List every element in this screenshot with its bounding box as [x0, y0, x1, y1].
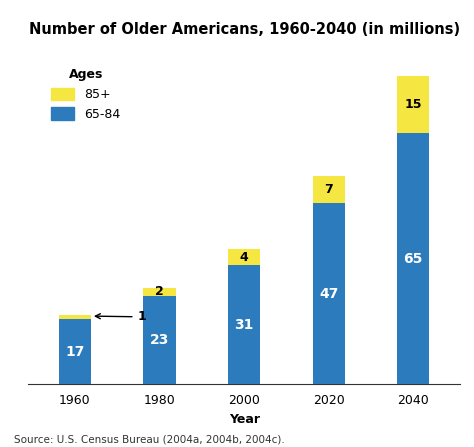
Bar	[397, 76, 429, 134]
Text: 4: 4	[240, 250, 248, 264]
Bar	[144, 288, 175, 295]
Bar	[313, 176, 345, 203]
Text: Source: U.S. Census Bureau (2004a, 2004b, 2004c).: Source: U.S. Census Bureau (2004a, 2004b…	[14, 435, 285, 445]
X-axis label: Year: Year	[228, 413, 260, 426]
Text: 47: 47	[319, 287, 338, 301]
Text: 15: 15	[404, 98, 422, 111]
Bar	[59, 315, 91, 319]
Text: 17: 17	[65, 345, 85, 358]
Text: 65: 65	[403, 252, 423, 266]
Bar	[397, 134, 429, 384]
Text: 2: 2	[155, 285, 164, 298]
Bar	[59, 319, 91, 384]
Bar	[228, 265, 260, 384]
Bar	[313, 203, 345, 384]
Text: 31: 31	[235, 317, 254, 332]
Text: 1: 1	[95, 310, 146, 323]
Title: Number of Older Americans, 1960-2040 (in millions): Number of Older Americans, 1960-2040 (in…	[28, 21, 460, 37]
Legend: 85+, 65-84: 85+, 65-84	[47, 64, 124, 125]
Bar	[144, 295, 175, 384]
Text: 23: 23	[150, 333, 169, 347]
Text: 7: 7	[324, 183, 333, 196]
Bar	[228, 249, 260, 265]
